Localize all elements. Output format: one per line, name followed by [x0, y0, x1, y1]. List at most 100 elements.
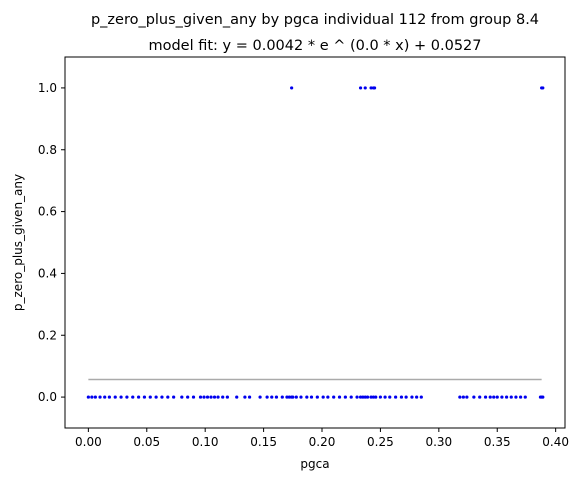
- data-point: [294, 395, 298, 399]
- data-point: [358, 86, 363, 90]
- data-point: [378, 395, 383, 399]
- data-point: [270, 395, 274, 399]
- data-point: [371, 395, 376, 399]
- data-point: [514, 395, 518, 399]
- data-point: [93, 395, 97, 399]
- data-point: [131, 395, 135, 399]
- data-point: [172, 395, 176, 399]
- data-point: [358, 395, 363, 399]
- data-point: [343, 395, 347, 399]
- data-point: [361, 395, 365, 399]
- data-point: [369, 86, 373, 90]
- data-point: [125, 395, 129, 399]
- data-point: [280, 395, 284, 399]
- data-point: [355, 395, 359, 399]
- data-point: [374, 395, 378, 399]
- data-point: [186, 395, 190, 399]
- data-point: [363, 86, 367, 90]
- data-point: [205, 395, 210, 399]
- data-point: [404, 395, 408, 399]
- data-point: [472, 395, 476, 399]
- y-tick-label: 0.2: [38, 328, 57, 342]
- data-point: [107, 395, 111, 399]
- data-point: [235, 395, 239, 399]
- data-point: [154, 395, 158, 399]
- data-point: [142, 395, 147, 399]
- data-point: [113, 395, 117, 399]
- data-point: [492, 395, 496, 399]
- data-point: [461, 395, 465, 399]
- x-tick-label: 0.15: [250, 435, 277, 449]
- data-point: [90, 395, 94, 399]
- data-point: [315, 395, 319, 399]
- data-point: [388, 395, 392, 399]
- data-point: [166, 395, 170, 399]
- data-point: [287, 395, 291, 399]
- data-point: [216, 395, 220, 399]
- data-point: [504, 395, 509, 399]
- x-tick-label: 0.10: [192, 435, 219, 449]
- data-point: [209, 395, 213, 399]
- data-point: [419, 395, 423, 399]
- data-point: [337, 395, 342, 399]
- x-tick-label: 0.35: [484, 435, 511, 449]
- x-axis-label: pgca: [300, 457, 329, 471]
- y-tick-label: 1.0: [38, 81, 57, 95]
- x-tick-label: 0.40: [542, 435, 569, 449]
- data-point: [258, 395, 262, 399]
- data-point: [86, 395, 90, 399]
- data-point: [136, 395, 141, 399]
- data-point: [291, 395, 295, 399]
- data-point: [410, 395, 414, 399]
- data-point: [495, 395, 499, 399]
- data-point: [198, 395, 203, 399]
- data-point: [363, 395, 367, 399]
- data-point: [365, 395, 370, 399]
- data-point: [519, 395, 523, 399]
- data-point: [458, 395, 462, 399]
- data-point: [541, 395, 545, 399]
- data-point: [225, 395, 229, 399]
- data-point: [202, 395, 206, 399]
- data-point: [265, 395, 269, 399]
- x-tick-label: 0.25: [367, 435, 394, 449]
- data-point: [383, 395, 387, 399]
- x-axis-ticks: 0.00 0.05 0.10 0.15 0.20 0.25 0.30 0.35 0.40: [75, 428, 569, 449]
- x-tick-label: 0.20: [309, 435, 336, 449]
- data-point: [372, 86, 377, 90]
- data-point: [285, 395, 289, 399]
- data-point: [243, 395, 247, 399]
- data-point: [321, 395, 325, 399]
- data-point: [326, 395, 330, 399]
- data-point: [160, 395, 164, 399]
- data-point: [399, 395, 404, 399]
- data-point: [483, 395, 488, 399]
- data-point: [541, 86, 545, 90]
- data-point: [290, 86, 294, 90]
- y-axis-ticks: 0.0 0.2 0.4 0.6 0.8 1.0: [38, 81, 65, 404]
- data-points: [86, 86, 545, 399]
- plot-area: [65, 57, 565, 428]
- data-point: [394, 395, 398, 399]
- y-tick-label: 0.6: [38, 205, 57, 219]
- y-axis-label: p_zero_plus_given_any: [11, 174, 25, 311]
- x-tick-label: 0.00: [75, 435, 102, 449]
- chart-subtitle: model fit: y = 0.0042 * e ^ (0.0 * x) + …: [148, 38, 481, 54]
- data-point: [415, 395, 419, 399]
- x-tick-label: 0.30: [425, 435, 452, 449]
- data-point: [369, 395, 373, 399]
- data-point: [309, 395, 314, 399]
- x-tick-label: 0.05: [133, 435, 160, 449]
- data-point: [465, 395, 469, 399]
- y-tick-label: 0.8: [38, 143, 57, 157]
- data-point: [332, 395, 336, 399]
- data-point: [478, 395, 482, 399]
- data-point: [349, 395, 353, 399]
- data-point: [247, 395, 252, 399]
- chart-title: p_zero_plus_given_any by pgca individual…: [91, 12, 539, 28]
- data-point: [523, 395, 527, 399]
- data-point: [299, 395, 303, 399]
- data-point: [509, 395, 513, 399]
- data-point: [103, 395, 107, 399]
